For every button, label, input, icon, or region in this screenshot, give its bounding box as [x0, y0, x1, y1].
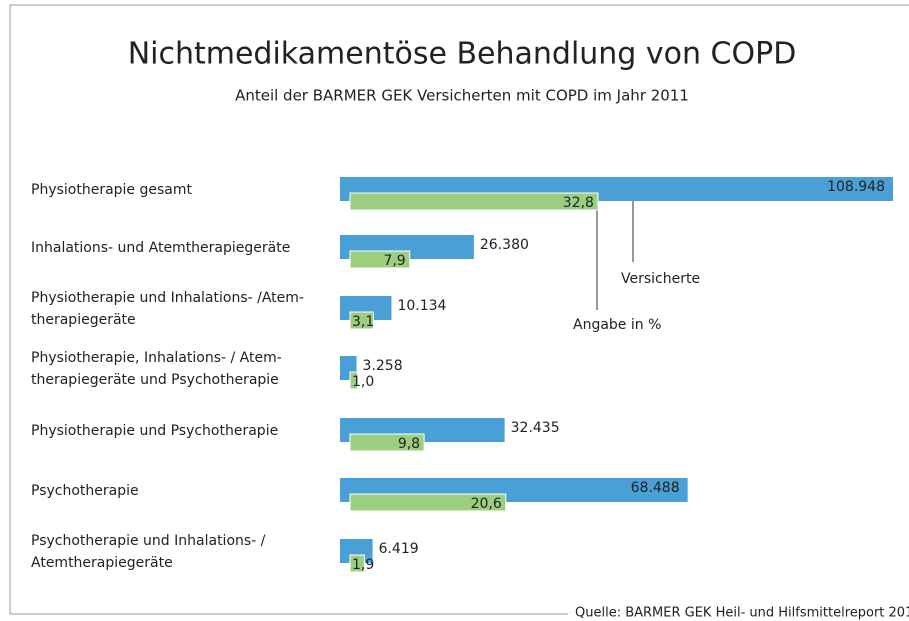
category-label: Physiotherapie, Inhalations- / Atem- the…	[31, 350, 282, 388]
value-label: 20,6	[471, 496, 502, 512]
value-label: 108.948	[827, 179, 885, 195]
bar	[349, 371, 359, 390]
category-label: Physiotherapie und Inhalations- /Atem- t…	[31, 290, 304, 328]
value-label: 10.134	[397, 298, 446, 314]
category-label: Psychotherapie und Inhalations- / Atemth…	[31, 533, 266, 571]
chart-subtitle: Anteil der BARMER GEK Versicherten mit C…	[235, 87, 689, 105]
value-label: 1,0	[352, 374, 374, 390]
value-label: 3,1	[352, 314, 374, 330]
value-label: 32.435	[511, 420, 560, 436]
legend-label: Versicherte	[621, 271, 700, 287]
value-label: 3.258	[363, 358, 403, 374]
bar	[349, 433, 425, 452]
bar	[349, 192, 599, 211]
value-label: 68.488	[631, 480, 680, 496]
bar	[349, 250, 411, 269]
source: Quelle: BARMER GEK Heil- und Hilfsmittel…	[575, 606, 909, 621]
value-label: 32,8	[563, 195, 594, 211]
category-label: Inhalations- und Atemtherapiegeräte	[31, 240, 291, 256]
value-label: 1,9	[352, 557, 374, 573]
category-label: Physiotherapie gesamt	[31, 182, 192, 198]
category-label: Psychotherapie	[31, 483, 139, 499]
legend-label: Angabe in %	[573, 317, 661, 333]
bar	[349, 311, 374, 330]
bar	[349, 493, 507, 512]
bar	[349, 554, 365, 573]
value-label: 6.419	[379, 541, 419, 557]
chart-title: Nichtmedikamentöse Behandlung von COPD	[128, 37, 797, 72]
value-label: 26.380	[480, 237, 529, 253]
value-label: 7,9	[383, 253, 405, 269]
value-label: 9,8	[398, 436, 420, 452]
category-label: Physiotherapie und Psychotherapie	[31, 423, 279, 439]
frame	[9, 4, 909, 614]
